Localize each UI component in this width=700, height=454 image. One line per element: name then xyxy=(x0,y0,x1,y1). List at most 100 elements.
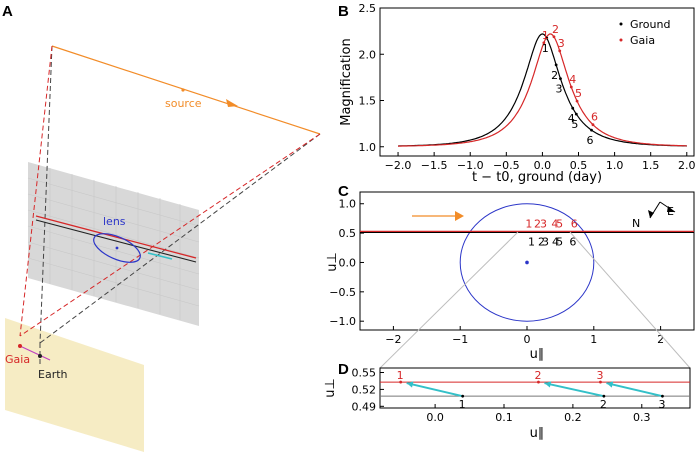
panel-d: D 0.0 0.1 0.2 0.3 0.49 0.52 0.55 1 1 2 2 3 3 u⊥ u∥ xyxy=(323,361,691,441)
panel-c: C −2 −1 0 1 2−1.0−0.50.00.51.0 1 2 3 45 61 23 45 6 … xyxy=(325,183,695,362)
c-ytick-label: −1.0 xyxy=(329,315,356,328)
d-arrow-head-icon xyxy=(606,381,614,388)
d-xtick-label: 0.3 xyxy=(633,411,651,424)
c-xtick-label: −2 xyxy=(385,333,401,346)
ground-track xyxy=(35,219,197,263)
b-gaia-point xyxy=(591,123,595,127)
panel-c-xlabel: u∥ xyxy=(530,347,545,362)
d-ground-point xyxy=(461,394,465,398)
legend-gaia-marker xyxy=(619,38,623,42)
d-ground-point xyxy=(602,394,606,398)
b-xtick-label: 2.0 xyxy=(678,159,696,172)
earth-plane xyxy=(5,318,144,452)
lens-label: lens xyxy=(103,215,126,228)
panel-c-ticks: −2 −1 0 1 2−1.0−0.50.00.51.0 xyxy=(329,198,664,346)
c-xtick-label: 0 xyxy=(524,333,531,346)
c-ytick-label: 0.5 xyxy=(339,227,357,240)
ground-curve xyxy=(397,33,687,147)
source-point xyxy=(181,88,185,92)
panel-d-label: D xyxy=(338,361,349,378)
d-gaia-label: 3 xyxy=(596,369,603,382)
b-ground-point xyxy=(559,77,562,81)
gaia-point xyxy=(18,344,22,348)
d-ground-point xyxy=(661,394,664,398)
b-ytick-label: 2.5 xyxy=(359,2,377,15)
b-gaia-point xyxy=(569,85,573,89)
c-einstein-ring xyxy=(459,203,595,322)
c-ytick-label: −0.5 xyxy=(329,286,356,299)
panel-b: B −2.0 −1.5 −1.0 −0.5 0.0 0.5 1.0 1.5 2.0 1.0 1.5 2… xyxy=(338,2,696,185)
legend-ground-marker xyxy=(619,22,623,26)
d-ground-label: 2 xyxy=(600,398,607,411)
zoom-connectors xyxy=(379,231,691,369)
panel-a-label: A xyxy=(2,3,13,20)
d-xtick-label: 0.1 xyxy=(495,411,513,424)
source-arrow-icon xyxy=(226,99,238,107)
d-ground-label: 1 xyxy=(459,398,466,411)
c-ground-epoch-label: 2 xyxy=(538,236,545,249)
c-gaia-epoch-label: 5 xyxy=(556,217,563,230)
d-offset-arrow xyxy=(544,382,605,398)
panel-d-xlabel: u∥ xyxy=(530,426,545,441)
panel-c-ylabel: u⊥ xyxy=(325,252,340,272)
b-xtick-label: −0.5 xyxy=(493,159,520,172)
panel-b-frame xyxy=(379,7,695,157)
b-gaia-epoch-label: 5 xyxy=(575,87,582,100)
d-gaia-label: 1 xyxy=(397,369,404,382)
b-gaia-point xyxy=(575,99,579,103)
d-ytick-label: 0.52 xyxy=(352,383,377,396)
legend-ground: Ground xyxy=(630,18,670,31)
c-ytick-label: 1.0 xyxy=(339,198,357,211)
gaia-earth-baseline xyxy=(19,345,51,361)
compass: N E xyxy=(632,201,676,230)
b-ground-epoch-label: 6 xyxy=(586,134,593,147)
c-gaia-epoch-label: 2 xyxy=(534,217,541,230)
b-ground-point xyxy=(590,128,593,132)
d-gaia-point xyxy=(537,380,540,384)
einstein-ring xyxy=(93,233,141,263)
c-lens-point xyxy=(525,260,529,265)
source-trajectory xyxy=(51,45,321,135)
b-gaia-point xyxy=(558,49,562,53)
d-xtick-label: 0.2 xyxy=(564,411,582,424)
c-ground-epoch-label: 4 xyxy=(552,236,559,249)
gaia-track xyxy=(35,215,197,259)
b-xtick-label: −1.0 xyxy=(457,159,484,172)
b-gaia-epoch-label: 3 xyxy=(558,37,565,50)
c-gaia-epoch-label: 4 xyxy=(551,217,558,230)
compass-north: N xyxy=(632,217,640,230)
d-offset-arrow xyxy=(606,382,663,398)
d-offset-arrow xyxy=(406,382,463,398)
panel-d-frame xyxy=(379,367,691,409)
b-ytick-label: 1.5 xyxy=(359,95,377,108)
panel-b-ticks: −2.0 −1.5 −1.0 −0.5 0.0 0.5 1.0 1.5 2.0 1.0 1.5 2.0… xyxy=(359,2,696,172)
c-xtick-label: 1 xyxy=(590,333,597,346)
c-ground-epoch-label: 3 xyxy=(542,236,549,249)
b-ground-epoch-label: 2 xyxy=(551,69,558,82)
panel-d-plot: 1 1 2 2 3 3 xyxy=(380,369,690,411)
c-gaia-epoch-label: 3 xyxy=(540,217,547,230)
panel-b-xlabel: t − t0, ground (day) xyxy=(472,170,602,185)
lens-point xyxy=(115,246,119,250)
b-ground-point xyxy=(545,36,549,40)
panel-c-label: C xyxy=(338,183,349,200)
cyan-offset-arrow xyxy=(147,252,173,260)
b-gaia-point xyxy=(552,35,556,39)
c-gaia-epoch-label: 1 xyxy=(525,217,532,230)
d-arrow-head-icon xyxy=(406,381,414,388)
b-ground-epoch-label: 1 xyxy=(542,42,549,55)
d-ytick-label: 0.49 xyxy=(352,400,377,413)
d-ytick-label: 0.55 xyxy=(352,367,377,380)
b-gaia-epoch-label: 6 xyxy=(591,111,598,124)
b-xtick-label: −2.0 xyxy=(385,159,412,172)
lens-plane-grid xyxy=(27,168,200,320)
b-xtick-label: −1.5 xyxy=(421,159,448,172)
source-label: source xyxy=(165,97,202,110)
c-ground-epoch-label: 1 xyxy=(528,236,535,249)
panel-a: A source xyxy=(2,3,321,452)
gaia-label: Gaia xyxy=(5,353,30,366)
b-ground-point xyxy=(571,106,575,110)
b-gaia-point xyxy=(542,41,546,45)
